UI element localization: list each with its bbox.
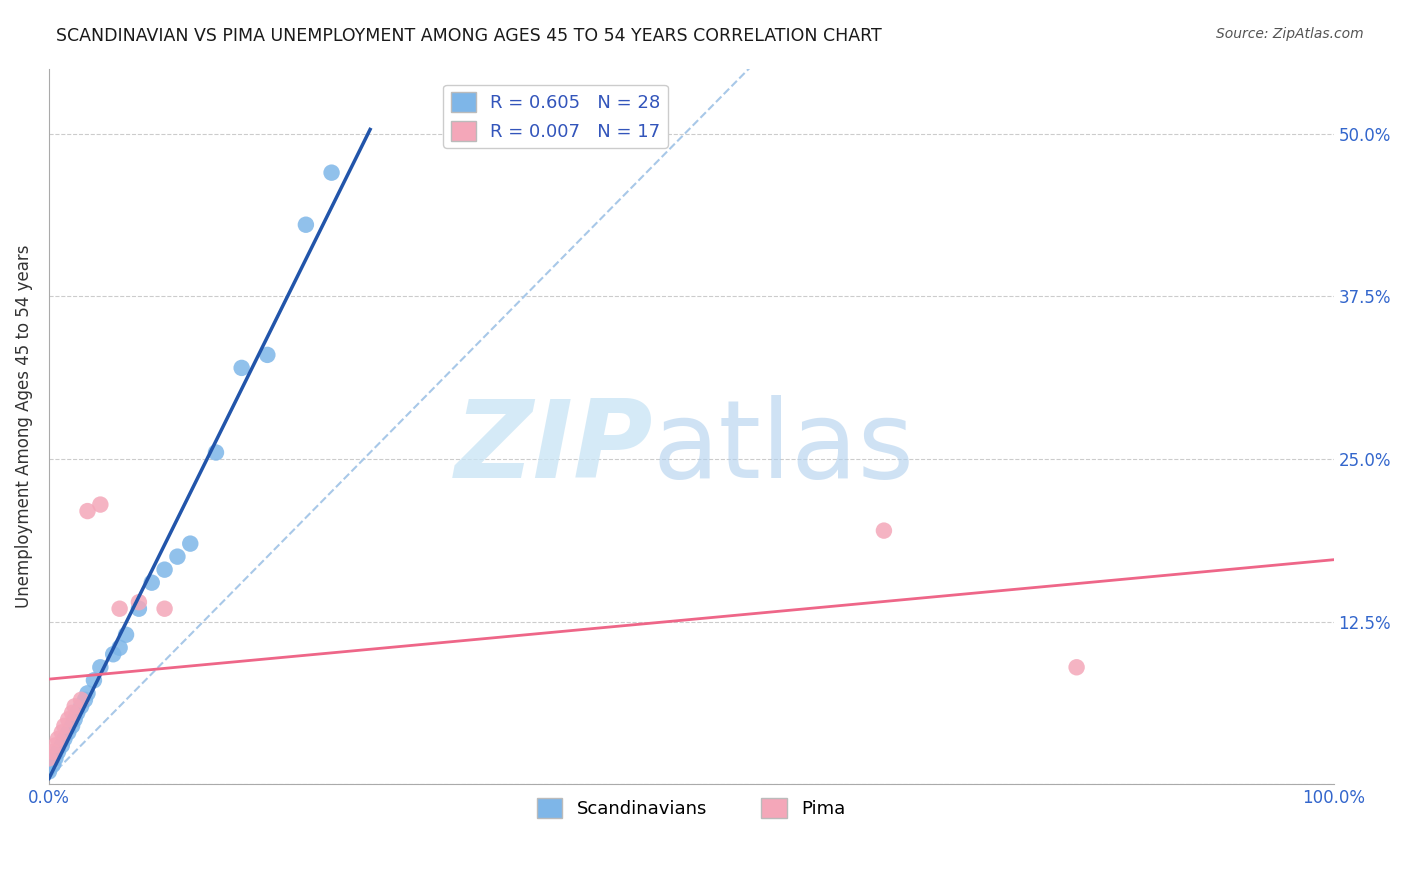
- Text: atlas: atlas: [652, 395, 915, 501]
- Point: [60, 706, 83, 720]
- Legend: Scandinavians, Pima: Scandinavians, Pima: [530, 791, 852, 825]
- Text: SCANDINAVIAN VS PIMA UNEMPLOYMENT AMONG AGES 45 TO 54 YEARS CORRELATION CHART: SCANDINAVIAN VS PIMA UNEMPLOYMENT AMONG …: [56, 27, 882, 45]
- Point: [205, 445, 228, 459]
- Point: [46, 731, 69, 746]
- Point: [83, 673, 105, 688]
- Text: ZIP: ZIP: [454, 395, 652, 501]
- Point: [42, 758, 65, 772]
- Point: [179, 536, 201, 550]
- Point: [58, 725, 80, 739]
- Point: [42, 745, 65, 759]
- Y-axis label: Unemployment Among Ages 45 to 54 years: Unemployment Among Ages 45 to 54 years: [15, 244, 32, 608]
- Point: [295, 218, 318, 232]
- Point: [63, 712, 86, 726]
- Point: [153, 601, 176, 615]
- Point: [1066, 660, 1088, 674]
- Point: [66, 706, 89, 720]
- Point: [76, 686, 98, 700]
- Point: [103, 647, 125, 661]
- Point: [70, 693, 93, 707]
- Point: [108, 601, 131, 615]
- Point: [231, 360, 253, 375]
- Point: [60, 719, 83, 733]
- Point: [153, 563, 176, 577]
- Point: [53, 719, 76, 733]
- Point: [115, 628, 138, 642]
- Point: [321, 166, 343, 180]
- Text: Source: ZipAtlas.com: Source: ZipAtlas.com: [1216, 27, 1364, 41]
- Point: [89, 660, 111, 674]
- Point: [51, 725, 73, 739]
- Point: [76, 504, 98, 518]
- Point: [44, 739, 66, 753]
- Point: [128, 601, 150, 615]
- Point: [38, 764, 60, 779]
- Point: [51, 739, 73, 753]
- Point: [58, 712, 80, 726]
- Point: [256, 348, 278, 362]
- Point: [63, 699, 86, 714]
- Point: [89, 498, 111, 512]
- Point: [44, 751, 66, 765]
- Point: [53, 731, 76, 746]
- Point: [873, 524, 896, 538]
- Point: [108, 640, 131, 655]
- Point: [38, 751, 60, 765]
- Point: [166, 549, 188, 564]
- Point: [73, 693, 96, 707]
- Point: [141, 575, 163, 590]
- Point: [128, 595, 150, 609]
- Point: [46, 745, 69, 759]
- Point: [70, 699, 93, 714]
